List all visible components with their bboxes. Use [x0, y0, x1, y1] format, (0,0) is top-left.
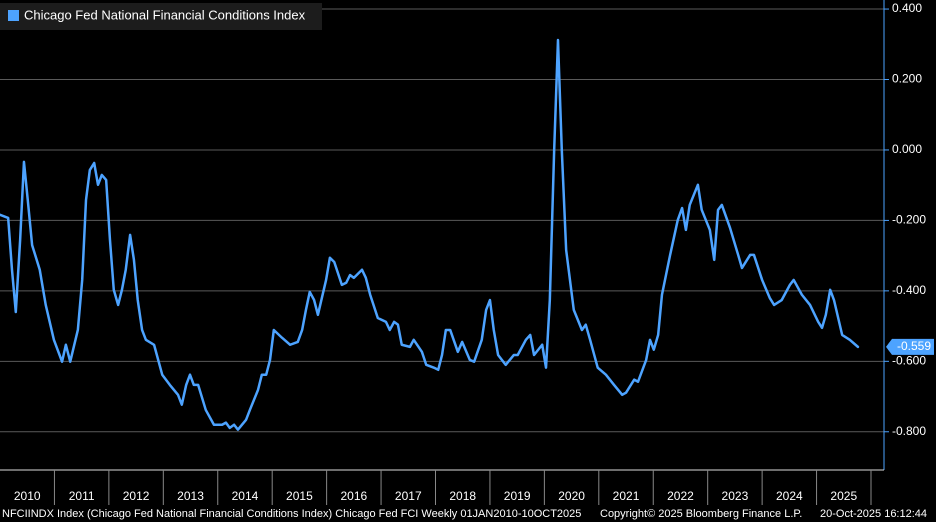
y-tick-label: 0.000: [892, 142, 922, 156]
x-tick-label: 2017: [395, 489, 422, 503]
last-value-label: -0.559: [897, 339, 931, 353]
x-tick-label: 2018: [449, 489, 476, 503]
x-tick-label: 2010: [14, 489, 41, 503]
x-tick-label: 2015: [286, 489, 313, 503]
x-tick-label: 2024: [776, 489, 803, 503]
series-line: [0, 38, 860, 431]
y-tick-label: -0.600: [892, 353, 926, 367]
x-tick-label: 2025: [830, 489, 857, 503]
axes: -0.800 -0.600 -0.400 -0.200 0.000 0.200 0.400 2…: [0, 0, 934, 505]
x-tick-label: 2021: [613, 489, 640, 503]
legend-box: [0, 3, 322, 30]
legend: Chicago Fed National Financial Condition…: [0, 3, 322, 30]
legend-swatch: [8, 10, 19, 21]
plot: [0, 38, 860, 431]
x-tick-label: 2023: [722, 489, 749, 503]
x-tick-label: 2016: [340, 489, 367, 503]
y-tick-label: 0.200: [892, 72, 922, 86]
x-tick-label: 2019: [504, 489, 531, 503]
y-tick-label: -0.400: [892, 283, 926, 297]
x-tick-label: 2022: [667, 489, 694, 503]
x-tick-label: 2014: [232, 489, 259, 503]
footer-source: NFCIINDX Index (Chicago Fed National Fin…: [2, 508, 581, 520]
y-tick-label: -0.200: [892, 213, 926, 227]
x-tick-label: 2011: [69, 489, 95, 503]
y-tick-label: 0.400: [892, 1, 922, 15]
x-tick-label: 2013: [177, 489, 204, 503]
x-tick-label: 2020: [558, 489, 585, 503]
footer-copyright: Copyright© 2025 Bloomberg Finance L.P.: [600, 508, 802, 520]
last-value-tag: [886, 338, 934, 355]
y-tick-label: -0.800: [892, 424, 926, 438]
x-tick-label: 2012: [123, 489, 150, 503]
footer-timestamp: 20-Oct-2025 16:12:44: [820, 508, 927, 520]
legend-label: Chicago Fed National Financial Condition…: [24, 7, 306, 22]
